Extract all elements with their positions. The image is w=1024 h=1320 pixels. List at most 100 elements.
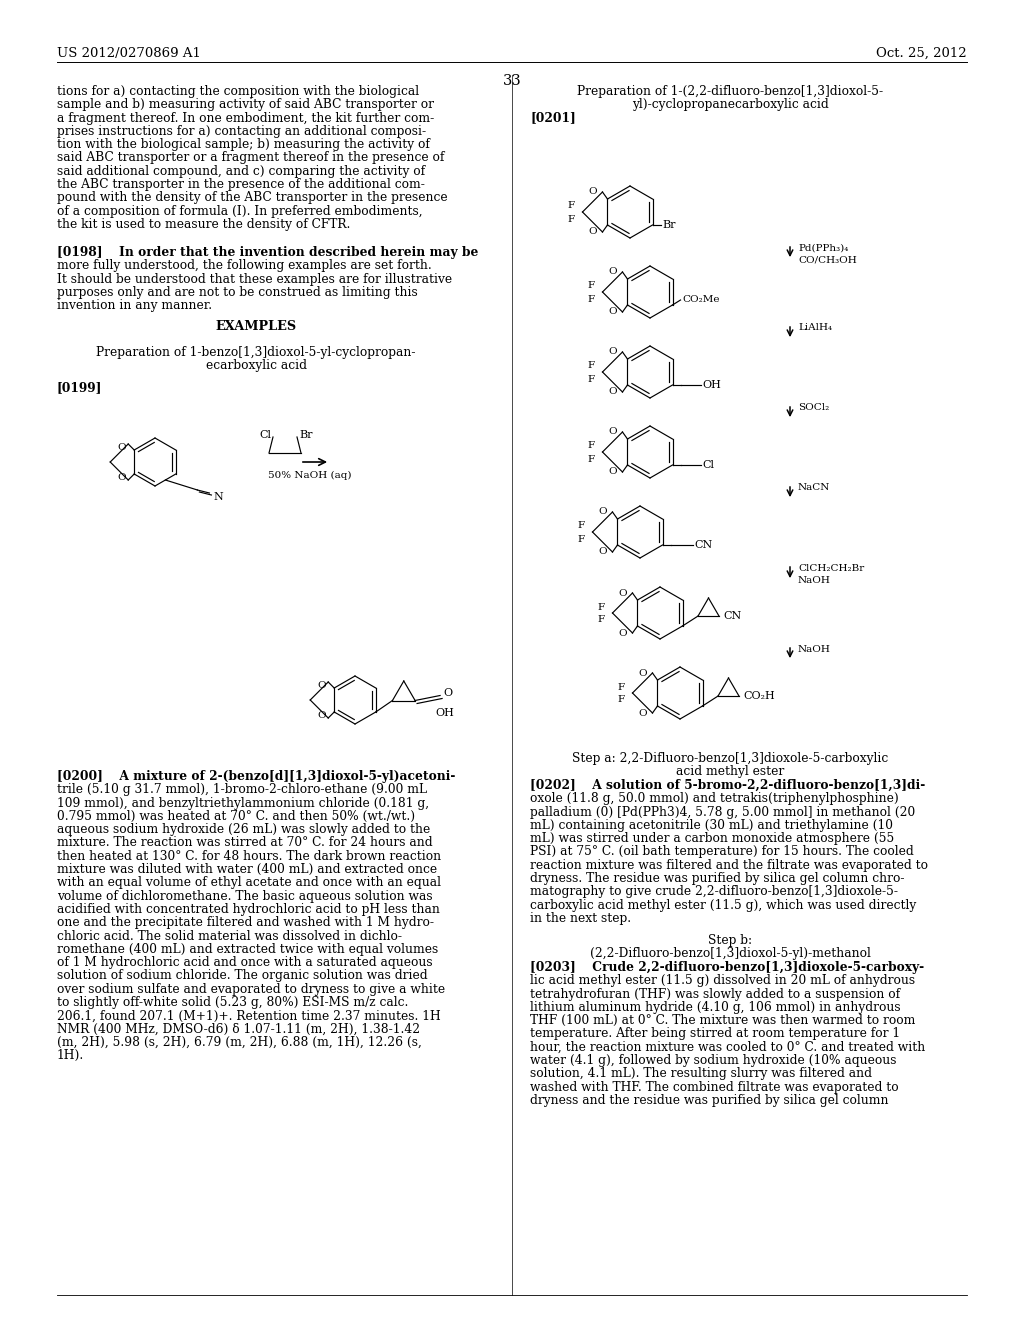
- Text: dryness. The residue was purified by silica gel column chro-: dryness. The residue was purified by sil…: [530, 873, 904, 886]
- Text: pound with the density of the ABC transporter in the presence: pound with the density of the ABC transp…: [57, 191, 447, 205]
- Text: O: O: [117, 473, 126, 482]
- Text: carboxylic acid methyl ester (11.5 g), which was used directly: carboxylic acid methyl ester (11.5 g), w…: [530, 899, 916, 912]
- Text: O: O: [443, 688, 453, 697]
- Text: [0203]  Crude 2,2-difluoro-benzo[1,3]dioxole-5-carboxy-: [0203] Crude 2,2-difluoro-benzo[1,3]diox…: [530, 961, 924, 974]
- Text: yl)-cyclopropanecarboxylic acid: yl)-cyclopropanecarboxylic acid: [632, 98, 828, 111]
- Text: (2,2-Difluoro-benzo[1,3]dioxol-5-yl)-methanol: (2,2-Difluoro-benzo[1,3]dioxol-5-yl)-met…: [590, 948, 870, 961]
- Text: Br: Br: [663, 220, 676, 230]
- Text: F: F: [617, 696, 625, 705]
- Text: dryness and the residue was purified by silica gel column: dryness and the residue was purified by …: [530, 1094, 889, 1107]
- Text: temperature. After being stirred at room temperature for 1: temperature. After being stirred at room…: [530, 1027, 900, 1040]
- Text: Preparation of 1-(2,2-difluoro-benzo[1,3]dioxol-5-: Preparation of 1-(2,2-difluoro-benzo[1,3…: [577, 84, 883, 98]
- Text: purposes only and are not to be construed as limiting this: purposes only and are not to be construe…: [57, 286, 418, 298]
- Text: over sodium sulfate and evaporated to dryness to give a white: over sodium sulfate and evaporated to dr…: [57, 983, 445, 995]
- Text: Cl: Cl: [702, 459, 715, 470]
- Text: then heated at 130° C. for 48 hours. The dark brown reaction: then heated at 130° C. for 48 hours. The…: [57, 850, 441, 863]
- Text: It should be understood that these examples are for illustrative: It should be understood that these examp…: [57, 273, 453, 285]
- Text: the ABC transporter in the presence of the additional com-: the ABC transporter in the presence of t…: [57, 178, 425, 191]
- Text: tetrahydrofuran (THF) was slowly added to a suspension of: tetrahydrofuran (THF) was slowly added t…: [530, 987, 900, 1001]
- Text: acidified with concentrated hydrochloric acid to pH less than: acidified with concentrated hydrochloric…: [57, 903, 440, 916]
- Text: washed with THF. The combined filtrate was evaporated to: washed with THF. The combined filtrate w…: [530, 1081, 899, 1094]
- Text: trile (5.10 g 31.7 mmol), 1-bromo-2-chloro-ethane (9.00 mL: trile (5.10 g 31.7 mmol), 1-bromo-2-chlo…: [57, 783, 427, 796]
- Text: volume of dichloromethane. The basic aqueous solution was: volume of dichloromethane. The basic aqu…: [57, 890, 432, 903]
- Text: Step b:: Step b:: [708, 935, 752, 946]
- Text: (m, 2H), 5.98 (s, 2H), 6.79 (m, 2H), 6.88 (m, 1H), 12.26 (s,: (m, 2H), 5.98 (s, 2H), 6.79 (m, 2H), 6.8…: [57, 1036, 422, 1049]
- Text: mL) containing acetonitrile (30 mL) and triethylamine (10: mL) containing acetonitrile (30 mL) and …: [530, 818, 893, 832]
- Text: THF (100 mL) at 0° C. The mixture was then warmed to room: THF (100 mL) at 0° C. The mixture was th…: [530, 1014, 915, 1027]
- Text: hour, the reaction mixture was cooled to 0° C. and treated with: hour, the reaction mixture was cooled to…: [530, 1040, 926, 1053]
- Text: said additional compound, and c) comparing the activity of: said additional compound, and c) compari…: [57, 165, 425, 178]
- Text: O: O: [589, 227, 597, 236]
- Text: to slightly off-white solid (5.23 g, 80%) ESI-MS m/z calc.: to slightly off-white solid (5.23 g, 80%…: [57, 997, 409, 1008]
- Text: O: O: [639, 709, 647, 718]
- Text: F: F: [597, 602, 604, 611]
- Text: mixture. The reaction was stirred at 70° C. for 24 hours and: mixture. The reaction was stirred at 70°…: [57, 837, 432, 850]
- Text: CN: CN: [723, 611, 741, 620]
- Text: [0198]  In order that the invention described herein may be: [0198] In order that the invention descr…: [57, 246, 478, 259]
- Text: Step a: 2,2-Difluoro-benzo[1,3]dioxole-5-carboxylic: Step a: 2,2-Difluoro-benzo[1,3]dioxole-5…: [571, 752, 888, 766]
- Text: NMR (400 MHz, DMSO-d6) δ 1.07-1.11 (m, 2H), 1.38-1.42: NMR (400 MHz, DMSO-d6) δ 1.07-1.11 (m, 2…: [57, 1023, 420, 1036]
- Text: O: O: [599, 507, 607, 516]
- Text: O: O: [609, 268, 617, 276]
- Text: 0.795 mmol) was heated at 70° C. and then 50% (wt./wt.): 0.795 mmol) was heated at 70° C. and the…: [57, 810, 415, 822]
- Text: 1H).: 1H).: [57, 1049, 84, 1063]
- Text: CO₂Me: CO₂Me: [683, 296, 720, 305]
- Text: of 1 M hydrochloric acid and once with a saturated aqueous: of 1 M hydrochloric acid and once with a…: [57, 956, 432, 969]
- Text: F: F: [578, 521, 585, 531]
- Text: Preparation of 1-benzo[1,3]dioxol-5-yl-cyclopropan-: Preparation of 1-benzo[1,3]dioxol-5-yl-c…: [96, 346, 416, 359]
- Text: O: O: [609, 428, 617, 437]
- Text: romethane (400 mL) and extracted twice with equal volumes: romethane (400 mL) and extracted twice w…: [57, 942, 438, 956]
- Text: Pd(PPh₃)₄: Pd(PPh₃)₄: [798, 243, 848, 252]
- Text: Cl: Cl: [259, 430, 271, 440]
- Text: US 2012/0270869 A1: US 2012/0270869 A1: [57, 48, 201, 59]
- Text: LiAlH₄: LiAlH₄: [798, 323, 833, 333]
- Text: O: O: [117, 444, 126, 453]
- Text: a fragment thereof. In one embodiment, the kit further com-: a fragment thereof. In one embodiment, t…: [57, 112, 434, 124]
- Text: O: O: [639, 668, 647, 677]
- Text: CN: CN: [694, 540, 713, 550]
- Text: chloric acid. The solid material was dissolved in dichlo-: chloric acid. The solid material was dis…: [57, 929, 402, 942]
- Text: O: O: [609, 388, 617, 396]
- Text: Oct. 25, 2012: Oct. 25, 2012: [877, 48, 967, 59]
- Text: NaCN: NaCN: [798, 483, 830, 492]
- Text: sample and b) measuring activity of said ABC transporter or: sample and b) measuring activity of said…: [57, 98, 434, 111]
- Text: PSI) at 75° C. (oil bath temperature) for 15 hours. The cooled: PSI) at 75° C. (oil bath temperature) fo…: [530, 846, 913, 858]
- Text: F: F: [567, 202, 574, 210]
- Text: OH: OH: [702, 380, 721, 389]
- Text: mixture was diluted with water (400 mL) and extracted once: mixture was diluted with water (400 mL) …: [57, 863, 437, 876]
- Text: F: F: [617, 682, 625, 692]
- Text: water (4.1 g), followed by sodium hydroxide (10% aqueous: water (4.1 g), followed by sodium hydrox…: [530, 1055, 896, 1067]
- Text: solution of sodium chloride. The organic solution was dried: solution of sodium chloride. The organic…: [57, 969, 428, 982]
- Text: F: F: [588, 375, 595, 384]
- Text: F: F: [597, 615, 604, 624]
- Text: O: O: [599, 548, 607, 557]
- Text: F: F: [588, 441, 595, 450]
- Text: invention in any manner.: invention in any manner.: [57, 300, 212, 313]
- Text: F: F: [588, 294, 595, 304]
- Text: O: O: [609, 308, 617, 317]
- Text: [0200]  A mixture of 2-(benzo[d][1,3]dioxol-5-yl)acetoni-: [0200] A mixture of 2-(benzo[d][1,3]diox…: [57, 770, 456, 783]
- Text: CO₂H: CO₂H: [743, 690, 775, 701]
- Text: N: N: [213, 492, 223, 502]
- Text: palladium (0) [Pd(PPh3)4, 5.78 g, 5.00 mmol] in methanol (20: palladium (0) [Pd(PPh3)4, 5.78 g, 5.00 m…: [530, 805, 915, 818]
- Text: 50% NaOH (aq): 50% NaOH (aq): [268, 471, 352, 480]
- Text: solution, 4.1 mL). The resulting slurry was filtered and: solution, 4.1 mL). The resulting slurry …: [530, 1068, 872, 1080]
- Text: mL) was stirred under a carbon monoxide atmosphere (55: mL) was stirred under a carbon monoxide …: [530, 832, 894, 845]
- Text: of a composition of formula (I). In preferred embodiments,: of a composition of formula (I). In pref…: [57, 205, 423, 218]
- Text: one and the precipitate filtered and washed with 1 M hydro-: one and the precipitate filtered and was…: [57, 916, 434, 929]
- Text: O: O: [316, 710, 326, 719]
- Text: O: O: [589, 187, 597, 197]
- Text: 33: 33: [503, 74, 521, 88]
- Text: O: O: [609, 467, 617, 477]
- Text: F: F: [567, 214, 574, 223]
- Text: ecarboxylic acid: ecarboxylic acid: [206, 359, 306, 372]
- Text: NaOH: NaOH: [798, 576, 830, 585]
- Text: 206.1, found 207.1 (M+1)+. Retention time 2.37 minutes. 1H: 206.1, found 207.1 (M+1)+. Retention tim…: [57, 1010, 440, 1023]
- Text: OH: OH: [435, 708, 454, 718]
- Text: O: O: [618, 628, 628, 638]
- Text: said ABC transporter or a fragment thereof in the presence of: said ABC transporter or a fragment there…: [57, 152, 444, 165]
- Text: CO/CH₃OH: CO/CH₃OH: [798, 256, 857, 264]
- Text: ClCH₂CH₂Br: ClCH₂CH₂Br: [798, 564, 864, 573]
- Text: O: O: [609, 347, 617, 356]
- Text: with an equal volume of ethyl acetate and once with an equal: with an equal volume of ethyl acetate an…: [57, 876, 441, 890]
